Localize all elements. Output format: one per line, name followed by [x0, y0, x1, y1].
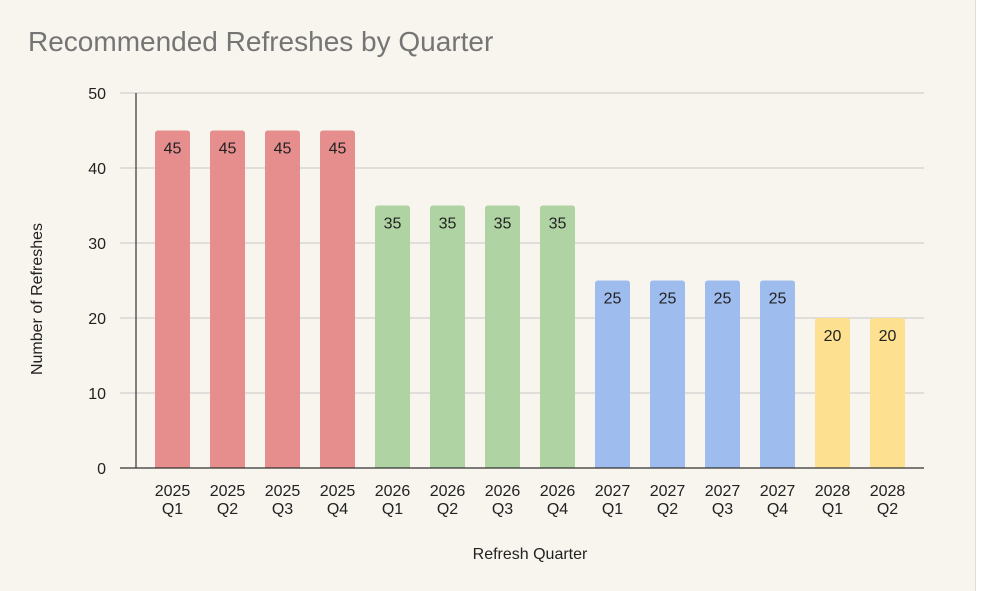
x-tick-label-year: 2026 [540, 483, 576, 500]
x-tick-label-quarter: Q1 [822, 501, 843, 518]
x-tick-label-year: 2025 [320, 483, 356, 500]
bar [485, 205, 520, 468]
data-label: 25 [604, 291, 622, 308]
data-label: 25 [714, 291, 732, 308]
x-tick-label-quarter: Q4 [767, 501, 788, 518]
bar [265, 130, 300, 468]
bar [595, 280, 630, 468]
x-tick-label-year: 2026 [430, 483, 466, 500]
x-tick-label-quarter: Q1 [382, 501, 403, 518]
data-label: 25 [769, 291, 787, 308]
bar [760, 280, 795, 468]
bar [320, 130, 355, 468]
bar [650, 280, 685, 468]
x-tick-label-year: 2025 [265, 483, 301, 500]
data-label: 45 [219, 141, 237, 158]
data-label: 35 [494, 216, 512, 233]
data-label: 45 [274, 141, 292, 158]
axes [120, 93, 924, 469]
y-tick-label: 30 [88, 236, 106, 253]
bar [540, 205, 575, 468]
x-tick-label-quarter: Q2 [877, 501, 898, 518]
x-tick-label-quarter: Q2 [217, 501, 238, 518]
data-label: 25 [659, 291, 677, 308]
bars [155, 130, 905, 468]
data-label: 20 [879, 328, 897, 345]
x-tick-label-year: 2026 [485, 483, 521, 500]
chart-title: Recommended Refreshes by Quarter [28, 26, 494, 57]
bar [705, 280, 740, 468]
data-label: 35 [384, 216, 402, 233]
y-tick-label: 40 [88, 161, 106, 178]
x-tick-label-quarter: Q4 [547, 501, 568, 518]
bar [430, 205, 465, 468]
y-tick-label: 50 [88, 86, 106, 103]
data-labels: 45 45 45 45 35 35 35 35 25 25 25 25 20 20 [164, 141, 897, 346]
x-tick-label-quarter: Q1 [602, 501, 623, 518]
x-tick-label-quarter: Q2 [437, 501, 458, 518]
data-label: 45 [329, 141, 347, 158]
bar [375, 205, 410, 468]
x-axis-title: Refresh Quarter [473, 546, 588, 563]
data-label: 45 [164, 141, 182, 158]
x-tick-label-quarter: Q3 [492, 501, 513, 518]
x-tick-label-year: 2027 [705, 483, 741, 500]
y-tick-label: 10 [88, 386, 106, 403]
x-tick-label-year: 2026 [375, 483, 411, 500]
x-tick-label-quarter: Q3 [272, 501, 293, 518]
x-tick-label-year: 2027 [650, 483, 686, 500]
x-tick-label-year: 2025 [155, 483, 191, 500]
data-label: 35 [549, 216, 567, 233]
x-tick-label-year: 2025 [210, 483, 246, 500]
y-tick-label: 0 [97, 461, 106, 478]
x-tick-label-year: 2027 [760, 483, 796, 500]
x-tick-label-quarter: Q2 [657, 501, 678, 518]
bar [870, 318, 905, 468]
x-tick-labels: 2025Q12025Q22025Q32025Q42026Q12026Q22026… [155, 483, 906, 518]
x-tick-label-year: 2028 [870, 483, 906, 500]
x-tick-label-quarter: Q3 [712, 501, 733, 518]
y-axis-title: Number of Refreshes [29, 223, 46, 375]
bar [155, 130, 190, 468]
x-tick-label-year: 2027 [595, 483, 631, 500]
data-label: 20 [824, 328, 842, 345]
x-tick-label-quarter: Q4 [327, 501, 348, 518]
y-tick-labels: 0 10 20 30 40 50 [88, 86, 106, 478]
bar [815, 318, 850, 468]
y-tick-label: 20 [88, 311, 106, 328]
x-tick-label-year: 2028 [815, 483, 851, 500]
data-label: 35 [439, 216, 457, 233]
bar [210, 130, 245, 468]
x-tick-label-quarter: Q1 [162, 501, 183, 518]
